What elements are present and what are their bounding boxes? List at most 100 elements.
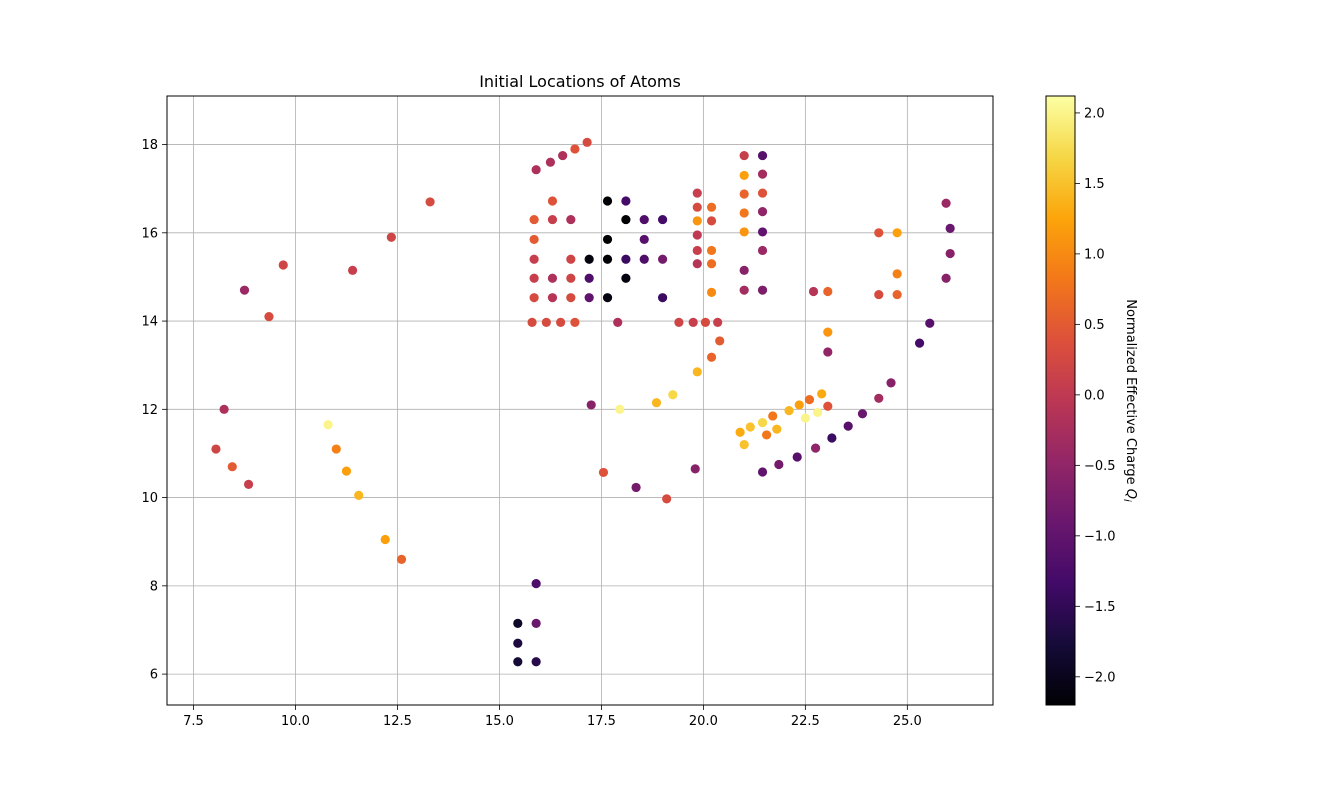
data-point — [566, 214, 576, 225]
data-point — [700, 317, 711, 327]
data-point — [566, 293, 576, 303]
data-point — [547, 273, 558, 283]
data-point — [914, 338, 925, 348]
data-point — [874, 228, 884, 238]
y-tick-label: 18 — [141, 138, 158, 153]
chart-title: Initial Locations of Atoms — [479, 72, 681, 91]
data-point — [547, 293, 558, 303]
data-point — [527, 317, 537, 327]
colorbar-tick-label: −0.5 — [1084, 459, 1116, 474]
data-point — [843, 421, 853, 431]
data-point — [531, 165, 541, 175]
data-point — [706, 352, 717, 362]
y-axis-ticks: 6 8 10 12 14 16 18 — [141, 138, 167, 683]
data-point — [264, 312, 274, 322]
data-point — [745, 422, 755, 432]
data-point — [857, 409, 868, 419]
x-tick-label: 22.5 — [791, 714, 820, 729]
data-point — [558, 150, 568, 161]
data-point — [757, 417, 768, 428]
data-point — [823, 327, 833, 337]
data-point — [757, 245, 768, 256]
data-point — [380, 534, 390, 545]
colorbar-tick-label: −1.5 — [1084, 600, 1116, 615]
data-point — [706, 287, 717, 297]
x-tick-label: 7.5 — [183, 714, 204, 729]
data-point — [772, 424, 782, 434]
data-point — [739, 189, 749, 199]
data-point — [531, 657, 541, 667]
data-point — [706, 216, 717, 226]
data-points — [211, 137, 955, 667]
colorbar-tick-label: −2.0 — [1084, 670, 1116, 685]
data-point — [513, 638, 523, 648]
data-point — [674, 317, 684, 327]
data-point — [529, 234, 539, 245]
data-point — [813, 407, 823, 418]
data-point — [570, 144, 580, 154]
data-point — [570, 317, 580, 327]
data-point — [529, 214, 539, 225]
colorbar-tick-label: 0.0 — [1084, 388, 1105, 403]
colorbar-tick-label: 0.5 — [1084, 318, 1105, 333]
data-point — [621, 254, 631, 264]
data-point — [541, 317, 551, 327]
data-point — [739, 265, 749, 275]
data-point — [602, 234, 613, 245]
data-point — [615, 404, 625, 414]
data-point — [792, 452, 802, 462]
data-point — [692, 216, 702, 226]
data-point — [529, 273, 539, 283]
data-point — [925, 318, 935, 328]
data-point — [547, 196, 558, 206]
data-point — [945, 248, 955, 259]
data-point — [584, 254, 594, 264]
data-point — [547, 214, 558, 225]
data-point — [757, 285, 768, 295]
data-point — [513, 657, 523, 667]
data-point — [774, 459, 784, 470]
data-point — [762, 430, 772, 440]
data-point — [757, 169, 768, 179]
y-tick-label: 10 — [141, 491, 158, 506]
data-point — [566, 273, 576, 283]
data-point — [808, 286, 819, 297]
data-point — [586, 400, 596, 410]
data-point — [892, 228, 902, 238]
colorbar-tick-label: 1.5 — [1084, 177, 1105, 192]
data-point — [531, 579, 541, 589]
data-point — [692, 367, 702, 377]
colorbar — [1045, 95, 1076, 706]
x-tick-label: 25.0 — [893, 714, 922, 729]
colorbar-label-symbol: Q — [1123, 489, 1138, 499]
data-point — [941, 273, 951, 283]
colorbar-tick-label: −1.0 — [1084, 529, 1116, 544]
data-point — [739, 208, 749, 218]
data-point — [556, 317, 566, 327]
data-point — [692, 230, 702, 240]
data-point — [757, 150, 768, 161]
data-point — [545, 157, 556, 167]
data-point — [941, 198, 951, 208]
x-tick-label: 20.0 — [689, 714, 718, 729]
data-point — [662, 494, 672, 504]
data-point — [690, 464, 700, 474]
y-tick-label: 14 — [141, 315, 158, 330]
data-point — [396, 554, 407, 564]
data-point — [692, 188, 702, 198]
data-point — [621, 214, 631, 225]
data-point — [331, 444, 341, 454]
data-point — [768, 411, 778, 421]
data-point — [658, 214, 668, 225]
x-tick-label: 17.5 — [587, 714, 616, 729]
data-point — [529, 293, 539, 303]
data-point — [219, 404, 229, 414]
data-point — [513, 618, 523, 628]
data-point — [827, 433, 837, 443]
data-point — [243, 479, 254, 489]
data-point — [757, 188, 768, 198]
data-point — [794, 400, 804, 410]
data-point — [823, 347, 833, 357]
data-point — [945, 223, 955, 233]
